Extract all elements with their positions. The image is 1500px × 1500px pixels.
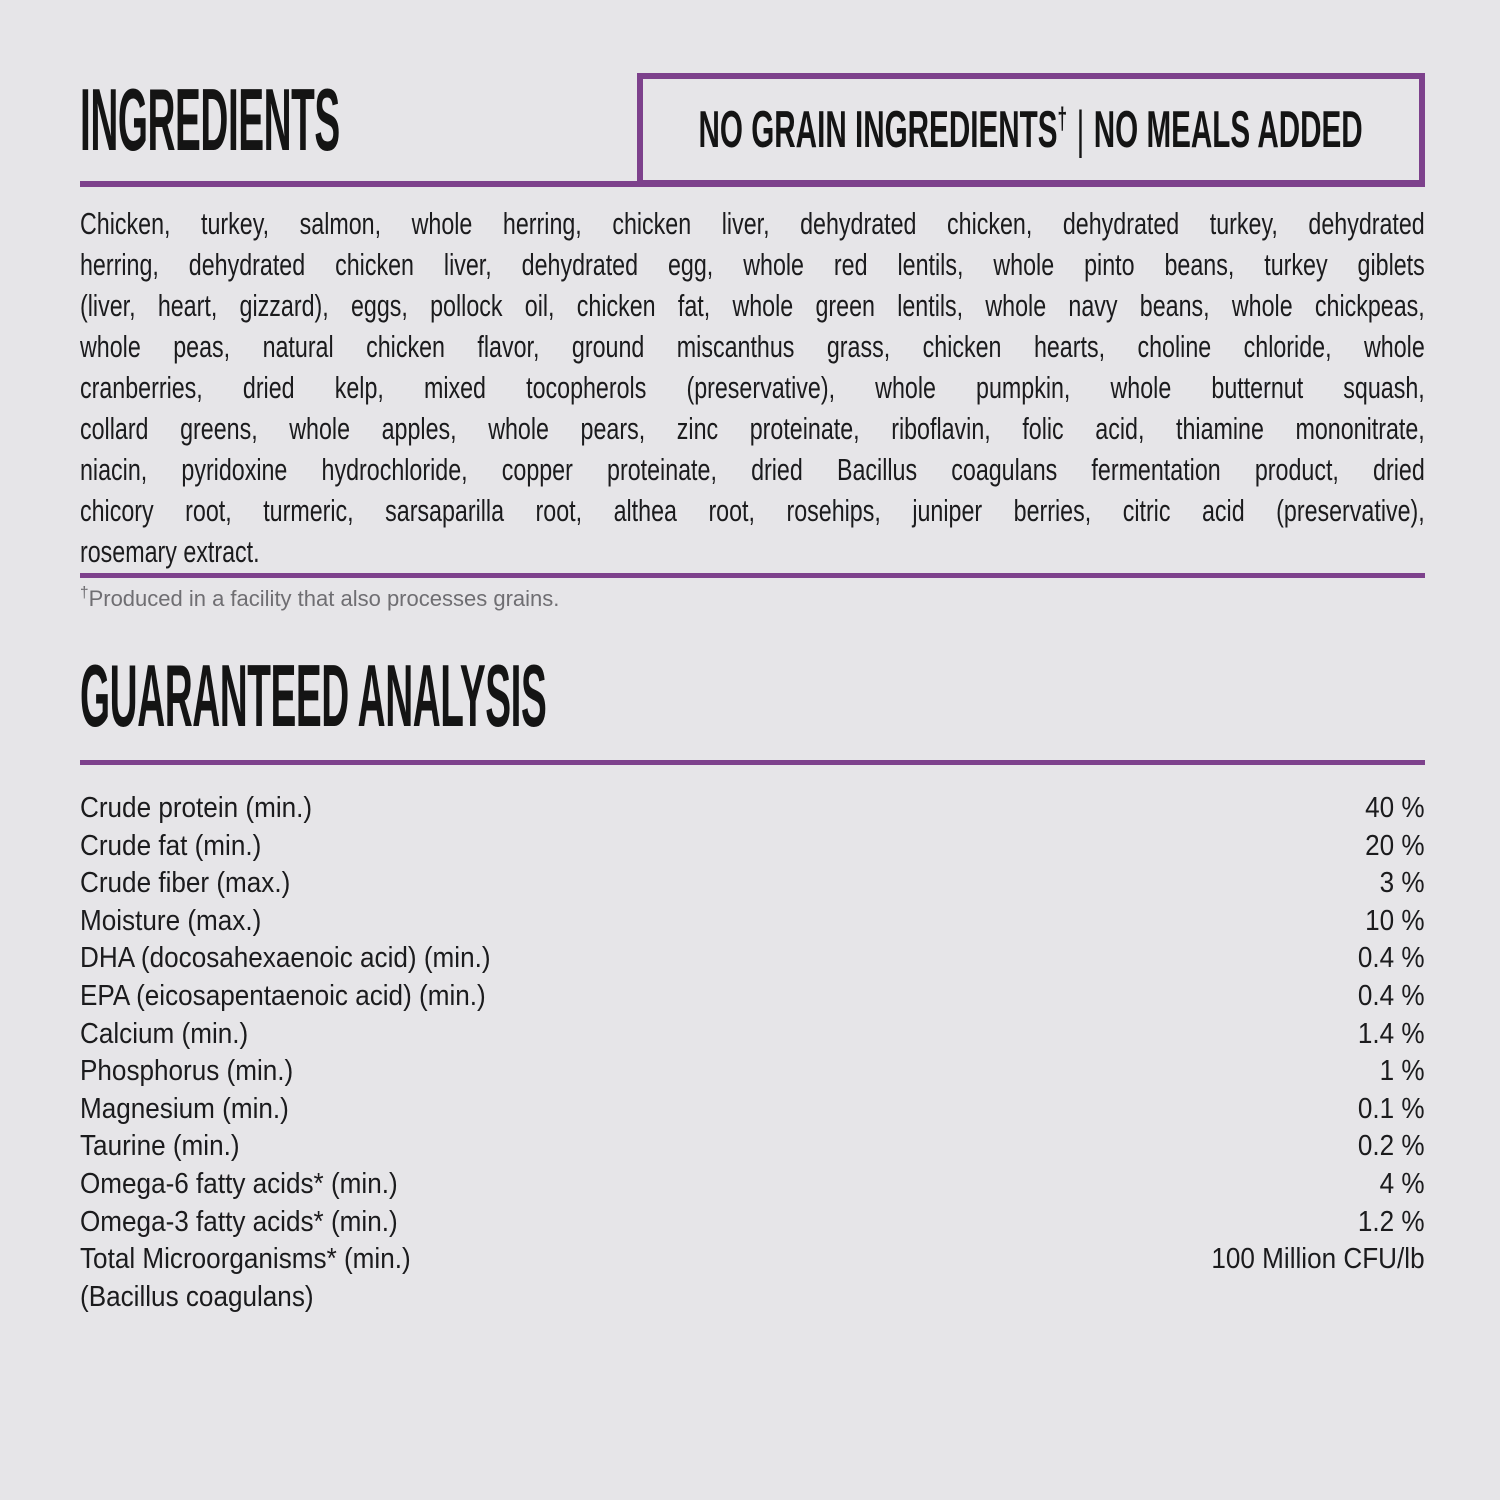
analysis-row: DHA (docosahexaenoic acid) (min.) 0.4 % — [80, 940, 1425, 978]
analysis-row: Omega-3 fatty acids* (min.) 1.2 % — [80, 1204, 1425, 1242]
analysis-row: Phosphorus (min.) 1 % — [80, 1053, 1425, 1091]
analysis-row-value: 1 % — [1379, 1055, 1425, 1088]
analysis-row-label: Calcium (min.) — [80, 1017, 249, 1050]
analysis-row-value: 4 % — [1379, 1167, 1425, 1200]
analysis-row-value: 40 % — [1365, 792, 1425, 824]
ingredients-line: collard greens, whole apples, whole pear… — [80, 411, 1425, 446]
footnote-divider-rule — [80, 573, 1425, 578]
analysis-row-label: Total Microorganisms* (min.) — [80, 1243, 411, 1276]
analysis-row-label: (Bacillus coagulans) — [80, 1280, 314, 1313]
analysis-row-value: 3 % — [1379, 867, 1425, 900]
facility-footnote: †Produced in a facility that also proces… — [80, 584, 559, 614]
analysis-row-value: 0.4 % — [1357, 942, 1425, 975]
analysis-divider-rule — [80, 760, 1425, 765]
analysis-row: Total Microorganisms* (min.) 100 Million … — [80, 1241, 1425, 1279]
ingredients-section-title: INGREDIENTS — [80, 76, 670, 164]
analysis-row-label: Taurine (min.) — [80, 1130, 240, 1163]
analysis-row: Crude protein (min.) 40 % — [80, 790, 1425, 828]
analysis-row-label: Crude fiber (max.) — [80, 867, 291, 900]
ingredients-line: chicory root, turmeric, sarsaparilla roo… — [80, 493, 1425, 528]
analysis-row-value: 0.4 % — [1357, 979, 1425, 1012]
analysis-row: (Bacillus coagulans) — [80, 1279, 1425, 1317]
footnote-text: Produced in a facility that also process… — [88, 586, 560, 611]
guaranteed-analysis-title: GUARANTEED ANALYSIS — [80, 652, 1140, 740]
analysis-row-value: 1.2 % — [1357, 1205, 1425, 1238]
analysis-row-label: Magnesium (min.) — [80, 1092, 289, 1125]
analysis-row-label: Crude fat (min.) — [80, 829, 262, 862]
footnote-dagger: † — [80, 584, 89, 602]
analysis-row: Crude fat (min.) 20 % — [80, 828, 1425, 866]
ingredients-line: cranberries, dried kelp, mixed tocophero… — [80, 370, 1425, 405]
badge-right-text: NO MEALS ADDED — [1094, 100, 1364, 159]
analysis-row-label: EPA (eicosapentaenoic acid) (min.) — [80, 979, 486, 1012]
analysis-row-value: 0.2 % — [1357, 1130, 1425, 1163]
analysis-row-value: 10 % — [1365, 904, 1425, 937]
no-grain-no-meals-badge: NO GRAIN INGREDIENTS† | NO MEALS ADDED — [637, 73, 1425, 186]
ingredients-divider-rule — [80, 181, 1425, 187]
analysis-row: Crude fiber (max.) 3 % — [80, 865, 1425, 903]
ingredients-line: Chicken, turkey, salmon, whole herring, … — [80, 206, 1425, 241]
guaranteed-analysis-title-text: GUARANTEED ANALYSIS — [80, 646, 547, 745]
analysis-row: Calcium (min.) 1.4 % — [80, 1016, 1425, 1054]
ingredients-title-text: INGREDIENTS — [80, 70, 340, 169]
analysis-row-label: Omega-6 fatty acids* (min.) — [80, 1167, 398, 1200]
ingredients-line: whole peas, natural chicken flavor, grou… — [80, 329, 1425, 364]
analysis-row-label: Crude protein (min.) — [80, 792, 313, 824]
ingredients-line: herring, dehydrated chicken liver, dehyd… — [80, 247, 1425, 282]
ingredients-line: rosemary extract. — [80, 534, 260, 569]
badge-left-text: NO GRAIN INGREDIENTS — [698, 100, 1058, 159]
analysis-row-label: Moisture (max.) — [80, 904, 262, 937]
guaranteed-analysis-table: Crude protein (min.) 40 % Crude fat (min.)… — [80, 790, 1425, 1316]
analysis-row-value: 20 % — [1365, 829, 1425, 862]
ingredients-line: niacin, pyridoxine hydrochloride, copper… — [80, 452, 1425, 487]
badge-dagger: † — [1057, 102, 1068, 136]
analysis-row: Magnesium (min.) 0.1 % — [80, 1091, 1425, 1129]
analysis-row-label: DHA (docosahexaenoic acid) (min.) — [80, 942, 491, 975]
analysis-row: EPA (eicosapentaenoic acid) (min.) 0.4 % — [80, 978, 1425, 1016]
analysis-row: Moisture (max.) 10 % — [80, 903, 1425, 941]
badge-text: NO GRAIN INGREDIENTS† | NO MEALS ADDED — [699, 100, 1363, 160]
analysis-row-label: Phosphorus (min.) — [80, 1055, 294, 1088]
analysis-row-value: 1.4 % — [1357, 1017, 1425, 1050]
analysis-row: Taurine (min.) 0.2 % — [80, 1128, 1425, 1166]
analysis-row: Omega-6 fatty acids* (min.) 4 % — [80, 1166, 1425, 1204]
analysis-row-label: Omega-3 fatty acids* (min.) — [80, 1205, 398, 1238]
ingredients-line: (liver, heart, gizzard), eggs, pollock o… — [80, 288, 1425, 323]
badge-separator: | — [1076, 100, 1085, 159]
analysis-row-value: 0.1 % — [1357, 1092, 1425, 1125]
analysis-row-value: 100 Million CFU/lb — [1211, 1243, 1425, 1276]
ingredients-paragraph: Chicken, turkey, salmon, whole herring, … — [80, 203, 1425, 572]
